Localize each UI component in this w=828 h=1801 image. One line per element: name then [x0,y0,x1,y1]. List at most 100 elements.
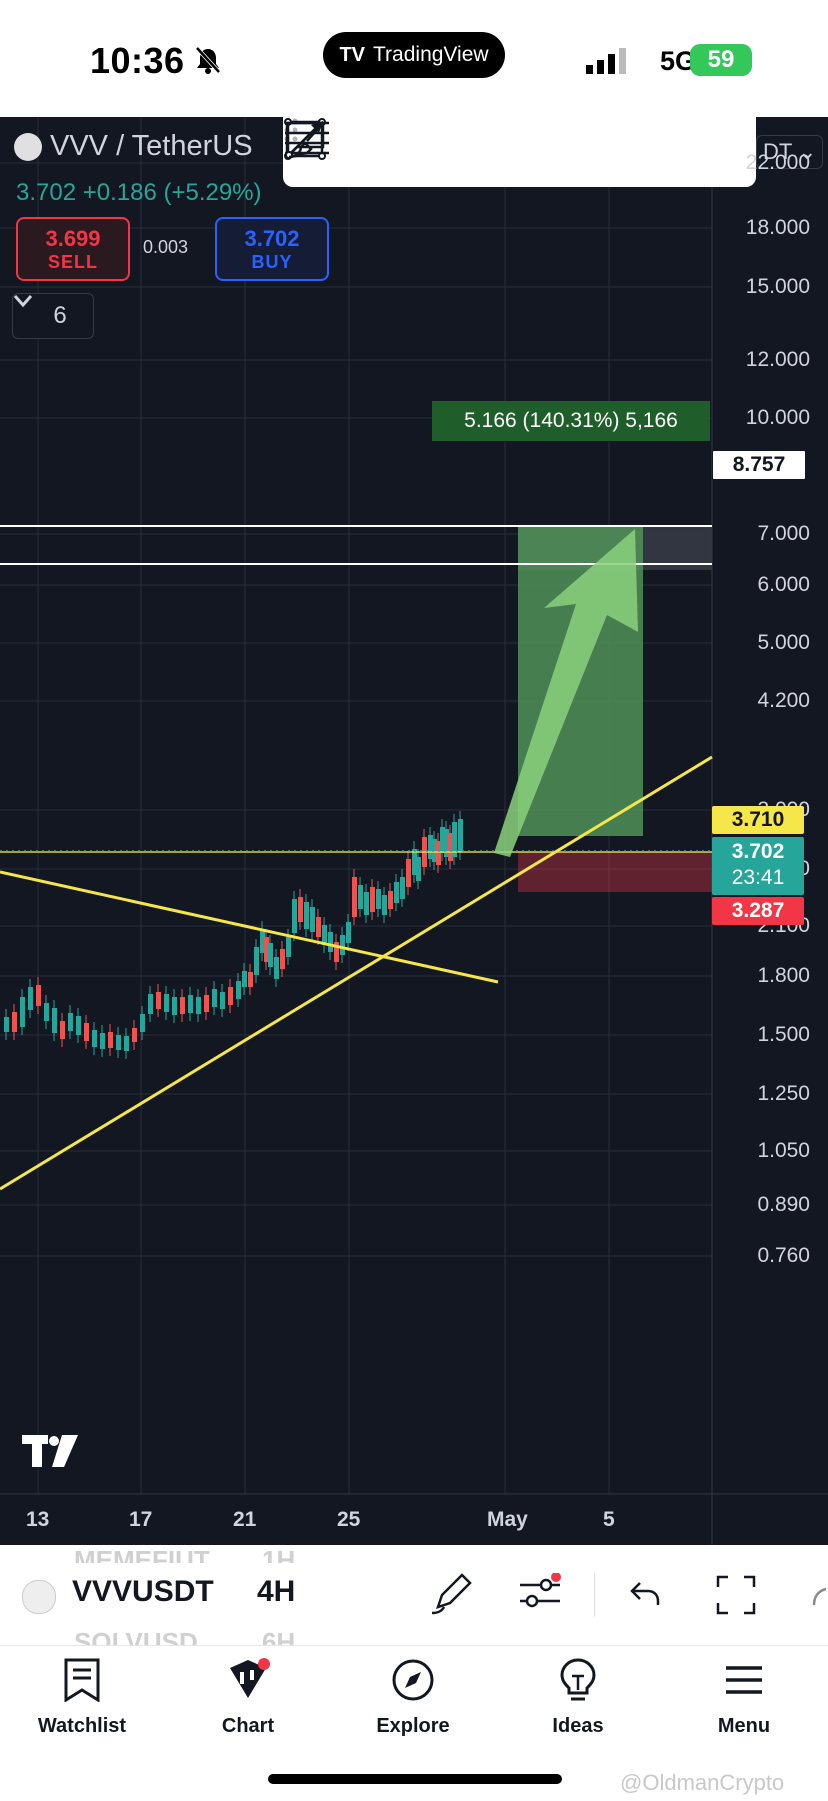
candle-body [148,994,153,1014]
nav-menu[interactable]: Menu [684,1658,804,1738]
candle-body [346,922,351,943]
candle-body [400,877,405,899]
buy-button[interactable]: 3.702 BUY [215,217,329,281]
candle-body [352,877,357,917]
hamburger-icon [724,1658,764,1707]
nav-watchlist[interactable]: Watchlist [22,1658,142,1738]
candle-body [316,917,321,937]
ghost-symbol-name: MEMEFIUT [74,1545,210,1563]
candle-body [4,1017,9,1032]
date-axis-label: 17 [129,1508,153,1531]
more-tools-icon[interactable] [812,1587,828,1612]
undo-icon[interactable] [630,1579,662,1614]
candle-body [298,897,303,922]
candle-body [248,972,253,987]
compass-icon [391,1658,435,1707]
sell-label: SELL [47,251,98,272]
candle-body [394,882,399,903]
bar-countdown: 23:41 [731,866,785,889]
currency-selector[interactable]: DT ⌄ [756,135,824,169]
bell-muted-icon [195,46,221,79]
candle-body [254,947,259,975]
candle-body [196,997,201,1014]
ghost-interval-above: 1H [262,1545,295,1563]
tradingview-logo-icon: TV [339,43,365,66]
candle-body [448,833,453,861]
chart-area[interactable]: VVV / TetherUS 3.702 +0.186 (+5.29%) 3.6… [0,117,828,1545]
candle-body [436,841,441,865]
candle-body [52,1008,57,1033]
candle-body [108,1032,113,1048]
price-axis-label: 12.000 [745,348,810,371]
nav-explore[interactable]: Explore [353,1658,473,1738]
buy-price: 3.702 [244,225,300,251]
price-axis-label: 22.000 [745,151,810,174]
candle-body [100,1033,105,1049]
nav-label: Menu [717,1715,771,1737]
candle-body [340,935,345,955]
candle-body [140,1014,145,1032]
indicators-settings-icon[interactable] [518,1572,562,1618]
candle-body [358,885,363,909]
loss-zone [518,852,712,892]
candle-body [280,949,285,969]
target-arrow [494,529,638,857]
sell-price: 3.699 [45,225,101,251]
drawing-toolbar [283,117,756,187]
symbol-name: VVV / TetherUS [50,130,253,162]
descending-trendline [0,870,499,984]
candle-body [440,827,445,853]
symbol-title[interactable]: VVV / TetherUS [14,130,253,163]
price-axis-label: 5.000 [757,631,810,654]
interval-selector[interactable]: 4H [257,1575,295,1609]
nav-label: Chart [221,1715,275,1737]
candle-body [84,1023,89,1041]
candle-body [334,942,339,962]
indicators-toggle[interactable]: 6 [12,293,94,339]
stop-price-tag: 3.287 [712,897,804,925]
date-axis-label: 5 [603,1508,615,1531]
candles [4,811,463,1059]
chart-grid [0,117,828,1545]
battery-indicator: 59 [690,44,752,76]
candle-body [44,1003,49,1021]
nav-chart[interactable]: Chart [188,1658,308,1738]
candle-body [180,997,185,1014]
candle-body [322,925,327,945]
candle-body [242,971,247,987]
symbol-selector[interactable]: VVVUSDT [72,1575,214,1609]
candle-body [304,902,309,929]
dynamic-island: TV TradingView [323,32,505,78]
ascending-trendline [0,755,713,1191]
last-price-tag: 3.702 23:41 [712,837,804,895]
price-axis-label: 10.000 [745,406,810,429]
measure-label: 5.166 (140.31%) 5,166 [432,401,710,441]
candle-body [28,987,33,1010]
lightbulb-icon [558,1658,598,1707]
target-price-tag: 8.757 [712,450,806,480]
ghost-interval: 1H [262,1545,296,1563]
measure-text: 5.166 (140.31%) 5,166 [464,409,678,432]
price-axis-label: 1.250 [757,1082,810,1105]
pen-icon[interactable] [430,1571,472,1620]
fullscreen-icon[interactable] [716,1575,756,1620]
clock: 10:36 [90,40,185,81]
candle-body [60,1021,65,1039]
sell-button[interactable]: 3.699 SELL [16,217,130,281]
coin-logo-icon [14,132,42,161]
price-chart[interactable] [0,117,828,1545]
ghost-symbol-name: SOLVUSD [74,1627,198,1645]
status-bar: 10:36 TV TradingView 5G 59 [0,0,828,117]
candle-body [452,822,457,857]
candle-body [376,889,381,909]
drawings [0,525,713,1191]
entry-price-tag: 3.710 [712,806,804,834]
candle-body [124,1036,129,1051]
candle-body [220,992,225,1009]
candle-body [428,835,433,859]
nav-ideas[interactable]: Ideas [518,1658,638,1738]
candle-body [286,937,291,957]
price-axis-label: 0.760 [757,1244,810,1267]
candle-body [432,839,437,862]
price-axis-label: 1.500 [757,1023,810,1046]
